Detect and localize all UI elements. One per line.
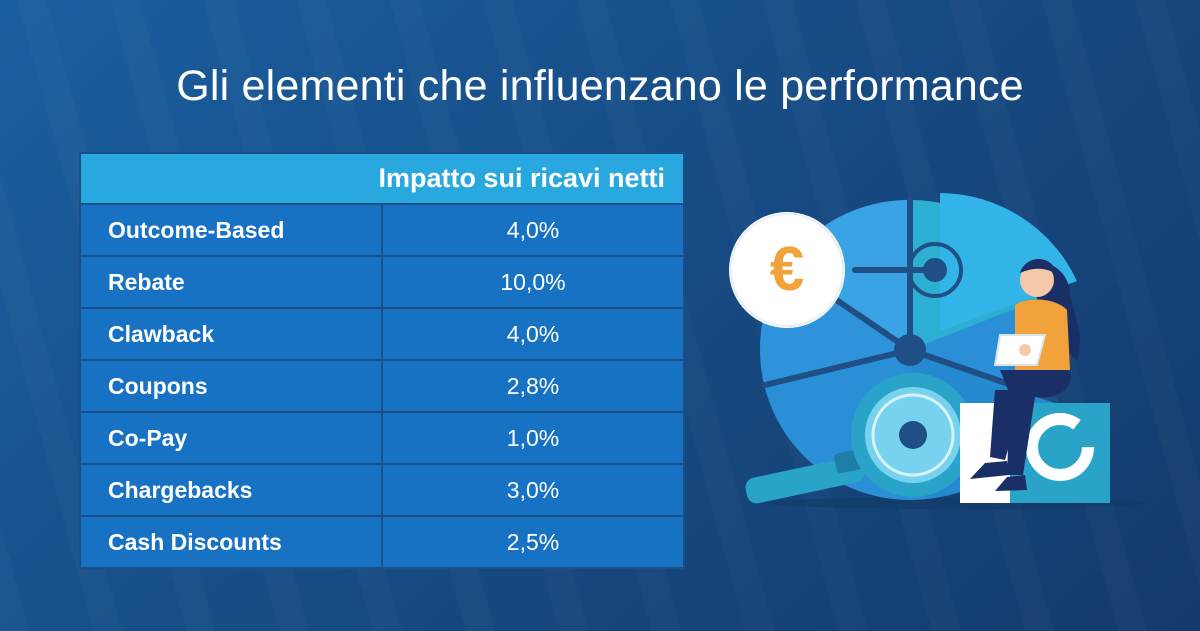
table-header: Impatto sui ricavi netti: [79, 152, 685, 205]
row-value: 2,5%: [381, 515, 685, 569]
table-row: Co-Pay 1,0%: [79, 411, 685, 465]
table-row: Cash Discounts 2,5%: [79, 515, 685, 569]
row-label: Coupons: [79, 359, 383, 413]
row-label: Clawback: [79, 307, 383, 361]
woman-with-tablet-icon: [970, 259, 1080, 491]
row-label: Rebate: [79, 255, 383, 309]
magnifier-icon: [745, 373, 975, 504]
impact-table: Impatto sui ricavi netti Outcome-Based 4…: [79, 152, 685, 569]
donut-chart-icon: [960, 403, 1110, 503]
row-value: 4,0%: [381, 307, 685, 361]
table-header-row: Impatto sui ricavi netti: [79, 152, 685, 205]
row-label: Chargebacks: [79, 463, 383, 517]
row-value: 3,0%: [381, 463, 685, 517]
row-value: 10,0%: [381, 255, 685, 309]
row-value: 1,0%: [381, 411, 685, 465]
table-row: Clawback 4,0%: [79, 307, 685, 361]
table-row: Rebate 10,0%: [79, 255, 685, 309]
row-label: Cash Discounts: [79, 515, 383, 569]
euro-coin-icon: €: [729, 212, 845, 328]
row-value: 2,8%: [381, 359, 685, 413]
euro-symbol: €: [770, 235, 804, 304]
table-row: Chargebacks 3,0%: [79, 463, 685, 517]
row-value: 4,0%: [381, 203, 685, 257]
page-title: Gli elementi che influenzano le performa…: [176, 62, 1024, 110]
table-row: Outcome-Based 4,0%: [79, 203, 685, 257]
row-label: Outcome-Based: [79, 203, 383, 257]
performance-illustration: €: [729, 193, 1145, 509]
row-label: Co-Pay: [79, 411, 383, 465]
table-row: Coupons 2,8%: [79, 359, 685, 413]
